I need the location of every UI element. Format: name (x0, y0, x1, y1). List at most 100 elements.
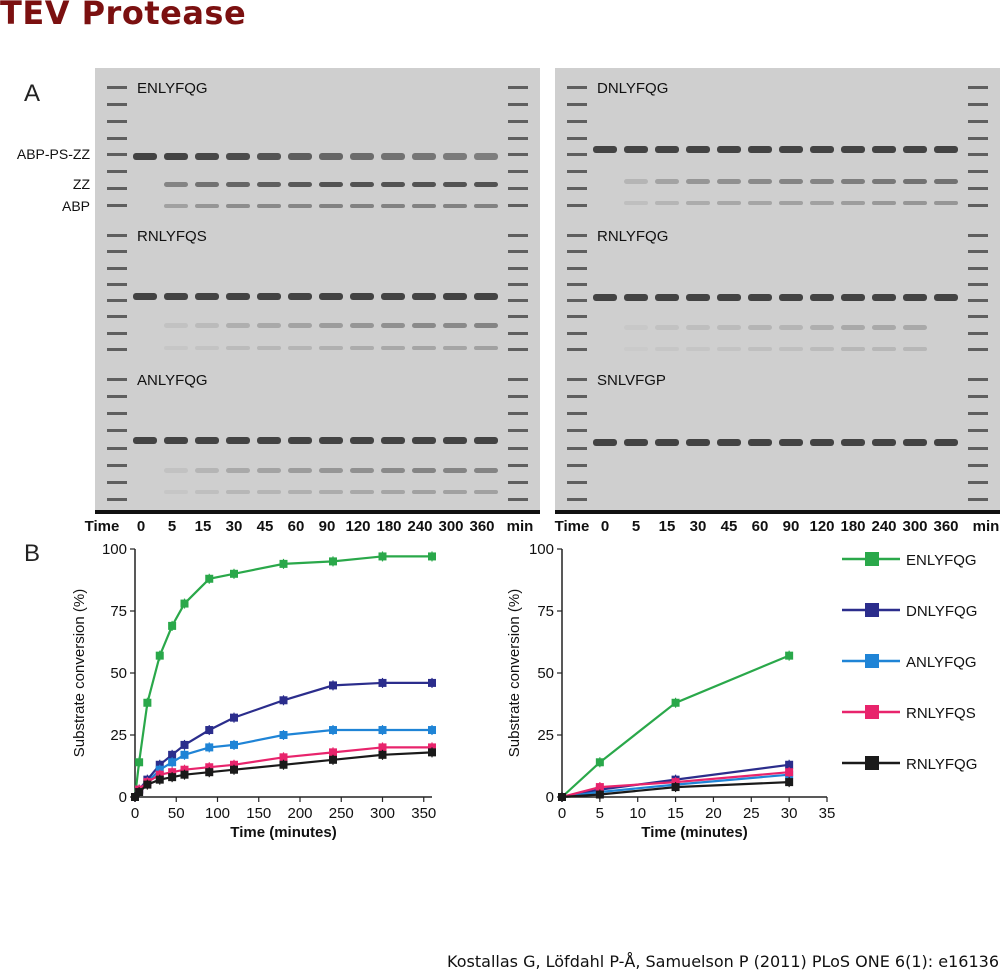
data-point-rnlyfqg (143, 780, 152, 789)
x-axis-title: Time (minutes) (641, 824, 747, 841)
gel-marker-band (968, 463, 988, 467)
gel-band-zz (350, 323, 374, 328)
time-tick: 45 (256, 518, 274, 535)
gel-substrate-label: DNLYFQG (597, 80, 669, 97)
gel-band-substrate (593, 146, 617, 153)
gel-band-zz (841, 179, 865, 184)
gel-band-zz (164, 468, 188, 473)
gel-band-abp (779, 347, 803, 351)
gel-band-substrate (226, 437, 250, 444)
data-point-rnlyfqs (378, 743, 387, 752)
x-tick-label: 50 (168, 805, 185, 822)
gel-marker-band (968, 136, 988, 140)
gel-band-substrate (474, 293, 498, 300)
time-tick: 240 (871, 518, 897, 535)
gel-marker-band (508, 395, 528, 399)
gel-band-substrate (474, 153, 498, 160)
data-point-rnlyfqg (329, 755, 337, 764)
gel-marker-band (968, 234, 988, 237)
data-point-anlyfqg (180, 750, 189, 759)
gel-band-abp (841, 201, 865, 205)
gel-band-substrate (381, 153, 405, 160)
gel-marker-band (508, 136, 528, 140)
gel-band-substrate (810, 294, 834, 301)
gel-band-zz (195, 182, 219, 187)
y-tick-label: 50 (537, 665, 554, 682)
gel-marker-band (508, 282, 528, 286)
gel-band-abp (655, 347, 679, 351)
y-axis-title: Substrate conversion (%) (71, 589, 88, 757)
gel-marker-band (508, 204, 528, 207)
gel-band-substrate (593, 439, 617, 446)
gel-marker-band (567, 331, 587, 335)
x-tick-label: 300 (370, 805, 395, 822)
gel-substrate-label: RNLYFQG (597, 228, 669, 245)
gel-band-abp (624, 201, 648, 205)
gel-band-substrate (779, 146, 803, 153)
data-point-enlyfqg (168, 621, 177, 630)
gel-band-abp (350, 204, 374, 208)
gel-band-substrate (474, 437, 498, 444)
gel-band-zz (810, 325, 834, 330)
gel-substrate-label: ANLYFQG (137, 372, 208, 389)
x-tick-label: 35 (819, 805, 836, 822)
data-point-dnlyfqg (329, 681, 337, 690)
data-point-rnlyfqg (168, 773, 177, 782)
gel-band-zz (288, 323, 312, 328)
data-point-rnlyfqs (279, 753, 288, 762)
gel-band-zz (226, 182, 250, 187)
gel-band-abp (257, 346, 281, 350)
gel-band-zz (748, 325, 772, 330)
x-tick-label: 350 (411, 805, 436, 822)
gel-marker-band (968, 170, 988, 174)
gel-band-abp (381, 346, 405, 350)
gel-band-abp (381, 204, 405, 208)
gel-band-zz (655, 325, 679, 330)
gel-band-substrate (288, 437, 312, 444)
gel-band-substrate (412, 437, 436, 444)
chart-legend: ENLYFQG DNLYFQG ANLYFQG RNLYFQS RNLYFQG (842, 552, 977, 773)
gel-band-substrate (164, 153, 188, 160)
gel-band-zz (686, 325, 710, 330)
gel-band-substrate (412, 153, 436, 160)
gel-band-abp (810, 347, 834, 351)
gel-marker-band (508, 498, 528, 501)
gel-marker-band (968, 446, 988, 450)
gel-marker-band (508, 429, 528, 433)
gel-band-substrate (257, 293, 281, 300)
gel-band-substrate (779, 439, 803, 446)
data-point-enlyfqg (329, 557, 337, 566)
gel-band-zz (474, 323, 498, 328)
time-label: Time (554, 518, 590, 535)
series-line-rnlyfqg (561, 781, 790, 799)
x-tick-label: 10 (629, 805, 646, 822)
gel-band-substrate (810, 146, 834, 153)
gel-band-substrate (903, 439, 927, 446)
gel-band-zz (412, 182, 436, 187)
gel-band-abp (412, 346, 436, 350)
gel-marker-band (508, 119, 528, 123)
gel-band-abp (164, 204, 188, 208)
data-point-anlyfqg (378, 726, 387, 735)
gel-band-zz (443, 182, 467, 187)
gel-band-substrate (257, 153, 281, 160)
data-point-rnlyfqs (329, 748, 337, 757)
data-point-anlyfqg (428, 726, 436, 735)
gel-marker-band (567, 102, 587, 106)
gel-marker-band (567, 170, 587, 174)
gel-marker-band (107, 446, 127, 450)
gel-marker-band (107, 119, 127, 123)
x-tick-label: 100 (205, 805, 230, 822)
data-point-rnlyfqg (135, 788, 144, 797)
gel-marker-band (968, 348, 988, 351)
data-point-dnlyfqg (168, 750, 177, 759)
gel-image (555, 360, 1000, 514)
gel-row-label-abp-ps-zz: ABP-PS-ZZ (16, 146, 90, 162)
gel-marker-band (968, 331, 988, 335)
series-line-anlyfqg (561, 773, 790, 799)
gel-band-substrate (686, 439, 710, 446)
gel-marker-band (567, 136, 587, 140)
x-tick-label: 25 (743, 805, 760, 822)
gel-marker-band (567, 395, 587, 399)
panel-b-label: B (24, 540, 41, 567)
